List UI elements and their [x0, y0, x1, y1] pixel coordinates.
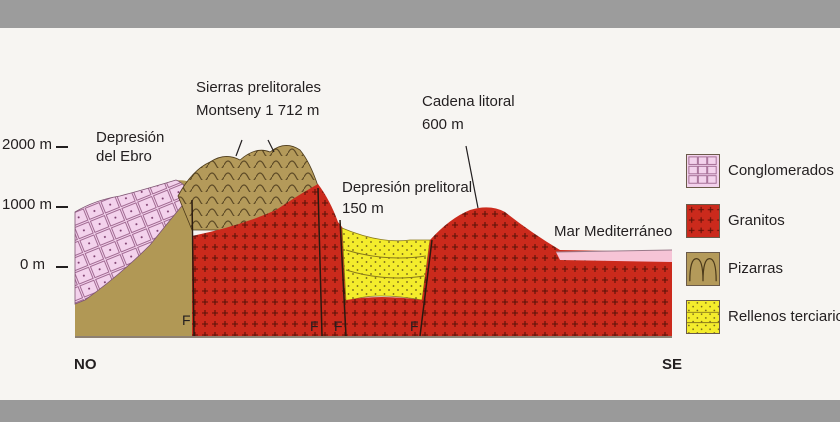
axis-tick: [56, 266, 68, 268]
fault-label: F: [310, 318, 319, 334]
fault-label: F: [334, 318, 343, 334]
leader-line: [267, 139, 275, 153]
bottom-bar: [0, 400, 840, 422]
slate-pattern-icon: [686, 252, 720, 286]
leader-line: [235, 139, 243, 157]
leader-line: [465, 145, 479, 209]
orientation-no: NO: [74, 356, 97, 373]
legend-label: Rellenos terciarios: [728, 308, 840, 325]
conglomerate-pattern-icon: [686, 154, 720, 188]
fault-line: [191, 199, 195, 337]
axis-label-0: 0 m: [20, 256, 46, 273]
legend-label: Granitos: [728, 212, 785, 229]
label-depresion-prelitoral: Depresión prelitoral 150 m: [342, 179, 473, 217]
granitos-sierras: [192, 184, 346, 336]
legend-label: Conglomerados: [728, 162, 834, 179]
legend-item-conglomerados: Conglomerados: [686, 154, 836, 190]
label-mar-mediterraneo: Mar Mediterráneo: [554, 223, 673, 240]
rellenos-terciarios: [341, 227, 431, 303]
fault-line: [419, 239, 433, 337]
legend-label: Pizarras: [728, 260, 784, 277]
legend-item-granitos: Granitos: [686, 204, 836, 240]
orientation-se: SE: [662, 356, 683, 373]
legend-item-rellenos-terciarios: Rellenos terciarios: [686, 300, 840, 336]
granite-pattern-icon: [686, 204, 720, 238]
label-sierras-prelitorales: Sierras prelitorales Montseny 1 712 m: [196, 79, 322, 119]
tertiary-fill-pattern-icon: [686, 300, 720, 334]
label-depresion-ebro: Depresión del Ebro: [96, 129, 165, 165]
axis-tick: [56, 146, 68, 148]
granitos-litoral: [346, 207, 672, 336]
mar-mediterraneo: [556, 250, 672, 262]
axis-label-1000: 1000 m: [2, 196, 53, 213]
legend-item-pizarras: Pizarras: [686, 252, 836, 288]
axis-label-2000: 2000 m: [2, 136, 53, 153]
fault-line: [339, 219, 347, 337]
label-cadena-litoral: Cadena litoral 600 m: [422, 93, 515, 133]
fault-label: F: [410, 318, 419, 334]
fault-line: [317, 187, 323, 337]
fault-label: F: [182, 312, 191, 328]
axis-tick: [56, 206, 68, 208]
